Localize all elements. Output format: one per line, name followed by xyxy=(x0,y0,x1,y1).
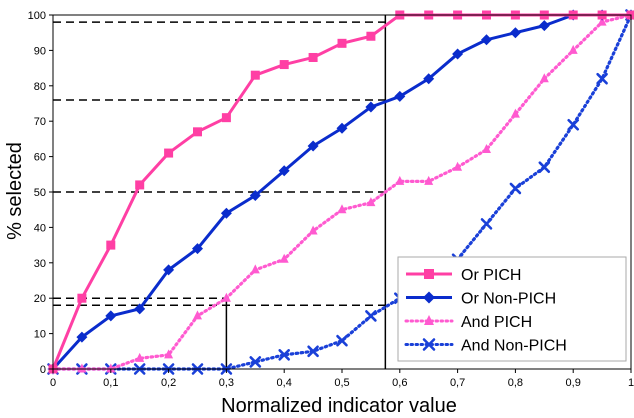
data-point xyxy=(365,310,377,322)
y-tick-label: 100 xyxy=(28,10,46,22)
data-point xyxy=(249,190,261,202)
data-point xyxy=(164,148,174,158)
data-point xyxy=(395,175,405,185)
legend-label: And PICH xyxy=(461,314,532,331)
x-tick-label: 0,6 xyxy=(392,377,407,389)
data-point xyxy=(423,291,435,304)
data-point xyxy=(394,90,406,102)
series-and-pich xyxy=(48,9,634,373)
data-point xyxy=(567,118,579,131)
data-point xyxy=(366,197,376,207)
axes: 0 0,1 0,2 0,3 0,4 0,5 0,6 0,7 0,8 0,9 101020304050… xyxy=(28,10,634,389)
data-point xyxy=(481,34,492,46)
data-point xyxy=(164,349,174,359)
x-tick-label: 0,8 xyxy=(508,377,523,389)
y-tick-label: 90 xyxy=(34,45,46,57)
x-tick-label: 0,5 xyxy=(334,377,349,389)
data-point xyxy=(424,175,434,185)
legend: Or PICH Or Non-PICH And PICH And Non-PICH xyxy=(397,256,627,362)
data-point xyxy=(365,101,377,113)
data-point xyxy=(250,70,260,80)
data-point xyxy=(279,253,289,263)
data-point xyxy=(221,113,231,123)
data-point xyxy=(250,264,260,274)
data-point xyxy=(135,180,145,190)
x-axis-label: Normalized indicator value xyxy=(221,395,457,417)
data-point xyxy=(163,264,175,276)
data-point xyxy=(510,108,520,118)
data-point xyxy=(192,243,203,255)
y-tick-label: 10 xyxy=(34,329,46,341)
data-point xyxy=(278,349,290,361)
y-tick-label: 50 xyxy=(34,187,46,199)
data-point xyxy=(366,31,376,41)
data-point xyxy=(307,140,319,152)
x-tick-label: 0 xyxy=(50,377,56,389)
x-tick-label: 0,7 xyxy=(450,377,465,389)
y-tick-label: 60 xyxy=(34,152,46,164)
data-point xyxy=(568,44,578,54)
data-point xyxy=(539,73,549,83)
x-tick-label: 0,1 xyxy=(103,377,118,389)
legend-label: Or Non-PICH xyxy=(461,291,556,308)
data-point xyxy=(193,127,202,137)
data-point xyxy=(308,52,318,62)
data-point xyxy=(221,292,231,302)
y-tick-label: 70 xyxy=(34,116,46,128)
data-point xyxy=(77,293,87,303)
data-point xyxy=(76,331,88,343)
data-point xyxy=(193,310,202,320)
y-tick-label: 80 xyxy=(34,81,46,93)
reference-lines xyxy=(53,15,387,369)
data-point xyxy=(538,20,550,32)
x-tick-label: 0,4 xyxy=(277,377,292,389)
data-point xyxy=(307,345,319,358)
data-point xyxy=(135,352,145,362)
data-point xyxy=(220,207,232,219)
y-axis-label: % selected xyxy=(4,142,26,240)
data-point xyxy=(424,269,434,279)
data-point xyxy=(509,182,522,195)
y-tick-label: 40 xyxy=(34,222,46,234)
y-tick-label: 20 xyxy=(34,293,46,305)
data-point xyxy=(482,144,491,154)
data-point xyxy=(77,363,87,373)
y-tick-label: 30 xyxy=(34,258,46,270)
data-point xyxy=(278,165,290,177)
data-point xyxy=(249,356,262,368)
data-point xyxy=(134,303,146,315)
data-point xyxy=(422,338,436,351)
data-point xyxy=(596,72,608,85)
data-point xyxy=(424,315,434,325)
data-point xyxy=(279,60,289,70)
data-point xyxy=(336,334,348,347)
y-tick-label: 0 xyxy=(40,364,46,376)
data-point xyxy=(597,16,607,26)
x-tick-label: 0,2 xyxy=(161,377,176,389)
legend-label: Or PICH xyxy=(461,267,521,284)
data-point xyxy=(538,161,551,174)
data-point xyxy=(337,38,347,48)
data-point xyxy=(337,204,347,214)
data-point xyxy=(453,161,463,171)
data-point xyxy=(509,27,521,39)
data-point xyxy=(480,218,493,230)
data-point xyxy=(452,48,464,60)
x-tick-label: 1 xyxy=(628,377,634,389)
data-point xyxy=(106,240,116,250)
data-point xyxy=(106,363,116,373)
legend-label: And Non-PICH xyxy=(461,338,567,355)
data-point xyxy=(423,73,435,85)
x-tick-label: 0,3 xyxy=(219,377,234,389)
x-tick-label: 0,9 xyxy=(566,377,581,389)
data-point xyxy=(336,122,348,134)
data-point xyxy=(105,310,117,322)
data-point xyxy=(308,225,318,235)
